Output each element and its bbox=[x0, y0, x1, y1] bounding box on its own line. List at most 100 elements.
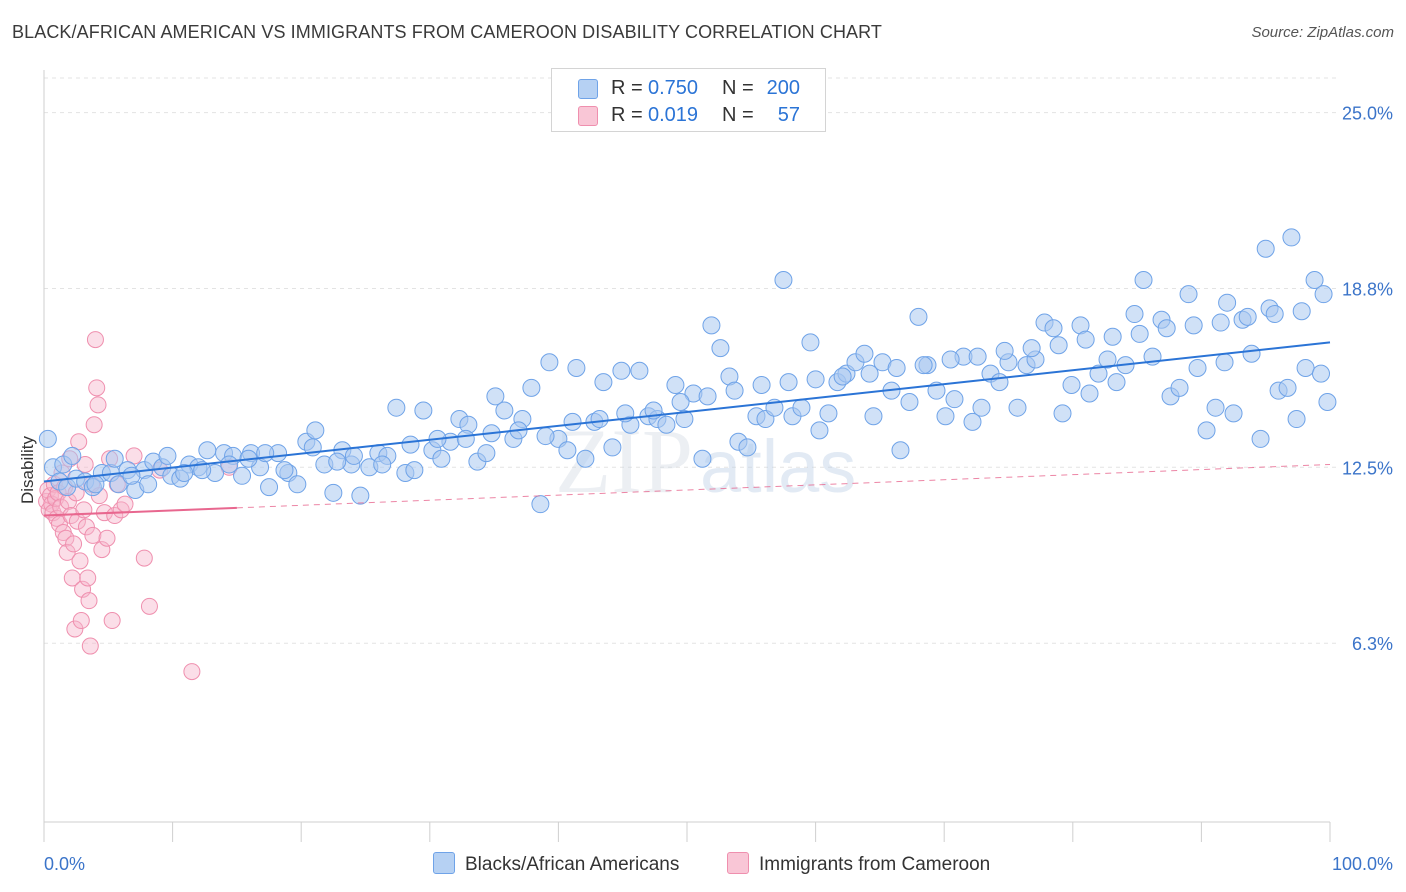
legend-row-blue: R = 0.750 N = 200 bbox=[552, 75, 825, 103]
blue-point bbox=[833, 367, 852, 386]
legend-n-value: 200 bbox=[766, 77, 800, 99]
pink-point bbox=[88, 379, 106, 397]
correlation-legend: R = 0.750 N = 200 R = 0.019 N = 57 bbox=[551, 68, 826, 132]
pink-point bbox=[58, 543, 76, 561]
blue-point bbox=[576, 449, 595, 468]
blue-point bbox=[806, 370, 825, 389]
blue-point bbox=[603, 438, 622, 457]
pink-point bbox=[76, 455, 94, 473]
bottom-legend-label-pink: Immigrants from Cameroon bbox=[759, 854, 991, 875]
blue-point bbox=[1278, 378, 1297, 397]
pink-series-points bbox=[38, 331, 238, 681]
blue-point bbox=[1170, 378, 1189, 397]
blue-point bbox=[1089, 364, 1108, 383]
bottom-legend-swatch-blue bbox=[433, 852, 455, 874]
pink-point bbox=[116, 495, 134, 513]
blue-point bbox=[175, 463, 194, 482]
blue-point bbox=[1311, 364, 1330, 383]
blue-point bbox=[1242, 344, 1261, 363]
pink-point bbox=[79, 569, 97, 587]
y-tick-label: 18.8% bbox=[1342, 280, 1393, 300]
pink-point bbox=[65, 535, 83, 553]
blue-point bbox=[414, 401, 433, 420]
blue-point bbox=[725, 381, 744, 400]
blue-point bbox=[819, 404, 838, 423]
pink-point bbox=[75, 501, 93, 519]
blue-point bbox=[1008, 398, 1027, 417]
blue-point bbox=[1296, 358, 1315, 377]
blue-point bbox=[945, 390, 964, 409]
blue-point bbox=[275, 461, 294, 480]
legend-row-pink: R = 0.019 N = 57 bbox=[552, 102, 825, 130]
blue-point bbox=[792, 398, 811, 417]
pink-point bbox=[81, 637, 99, 655]
blue-point bbox=[590, 410, 609, 429]
blue-point bbox=[1049, 336, 1068, 355]
blue-point bbox=[900, 393, 919, 412]
blue-point bbox=[63, 446, 82, 465]
pink-point bbox=[71, 552, 89, 570]
blue-point bbox=[693, 449, 712, 468]
blue-point bbox=[1076, 330, 1095, 349]
pink-point bbox=[80, 592, 98, 610]
blue-point bbox=[328, 452, 347, 471]
blue-point bbox=[1103, 327, 1122, 346]
blue-point bbox=[344, 446, 363, 465]
blue-point bbox=[1211, 313, 1230, 332]
blue-point bbox=[1318, 393, 1337, 412]
legend-r-label: R = bbox=[611, 77, 643, 99]
blue-point bbox=[887, 358, 906, 377]
blue-point bbox=[972, 398, 991, 417]
blue-point bbox=[671, 393, 690, 412]
blue-point bbox=[630, 361, 649, 380]
pink-point bbox=[135, 549, 153, 567]
blue-point bbox=[233, 466, 252, 485]
blue-point bbox=[477, 444, 496, 463]
blue-point bbox=[774, 270, 793, 289]
blue-point bbox=[306, 421, 325, 440]
blue-point bbox=[702, 316, 721, 335]
trend-lines bbox=[43, 341, 1331, 517]
y-tick-label: 12.5% bbox=[1342, 458, 1393, 478]
blue-point bbox=[801, 333, 820, 352]
pink-point bbox=[89, 396, 107, 414]
blue-point bbox=[698, 387, 717, 406]
blue-point bbox=[1314, 285, 1333, 304]
blue-point bbox=[891, 441, 910, 460]
blue-point bbox=[1238, 307, 1257, 326]
blue-point bbox=[909, 307, 928, 326]
blue-point bbox=[351, 486, 370, 505]
legend-swatch-blue bbox=[578, 79, 598, 99]
grid-lines bbox=[44, 77, 1336, 644]
blue-point bbox=[1224, 404, 1243, 423]
blue-point bbox=[1053, 404, 1072, 423]
blue-point bbox=[963, 412, 982, 431]
pink-point bbox=[98, 529, 116, 547]
legend-n-label: N = bbox=[722, 104, 754, 126]
blue-point bbox=[387, 398, 406, 417]
blue-point bbox=[1157, 319, 1176, 338]
legend-r-value: 0.019 bbox=[648, 104, 699, 126]
blue-point bbox=[1080, 384, 1099, 403]
bottom-legend-pink: Immigrants from Cameroon bbox=[727, 852, 990, 876]
blue-point bbox=[109, 475, 128, 494]
legend-n-value: 57 bbox=[777, 104, 800, 126]
blue-point bbox=[86, 475, 105, 494]
blue-point bbox=[288, 475, 307, 494]
pink-point bbox=[106, 507, 124, 525]
blue-point bbox=[486, 387, 505, 406]
pink-point bbox=[84, 526, 102, 544]
blue-point bbox=[968, 347, 987, 366]
blue-point bbox=[540, 353, 559, 372]
blue-point bbox=[1044, 319, 1063, 338]
source-credit: Source: ZipAtlas.com bbox=[1251, 24, 1394, 41]
x-tick-label: 100.0% bbox=[1332, 854, 1393, 874]
pink-point bbox=[72, 612, 90, 630]
blue-point bbox=[1206, 398, 1225, 417]
legend-swatch-pink bbox=[578, 106, 598, 126]
blue-point bbox=[1184, 316, 1203, 335]
y-tick-label: 25.0% bbox=[1342, 104, 1393, 124]
blue-point bbox=[738, 438, 757, 457]
pink-point bbox=[66, 620, 84, 638]
blue-point bbox=[536, 427, 555, 446]
